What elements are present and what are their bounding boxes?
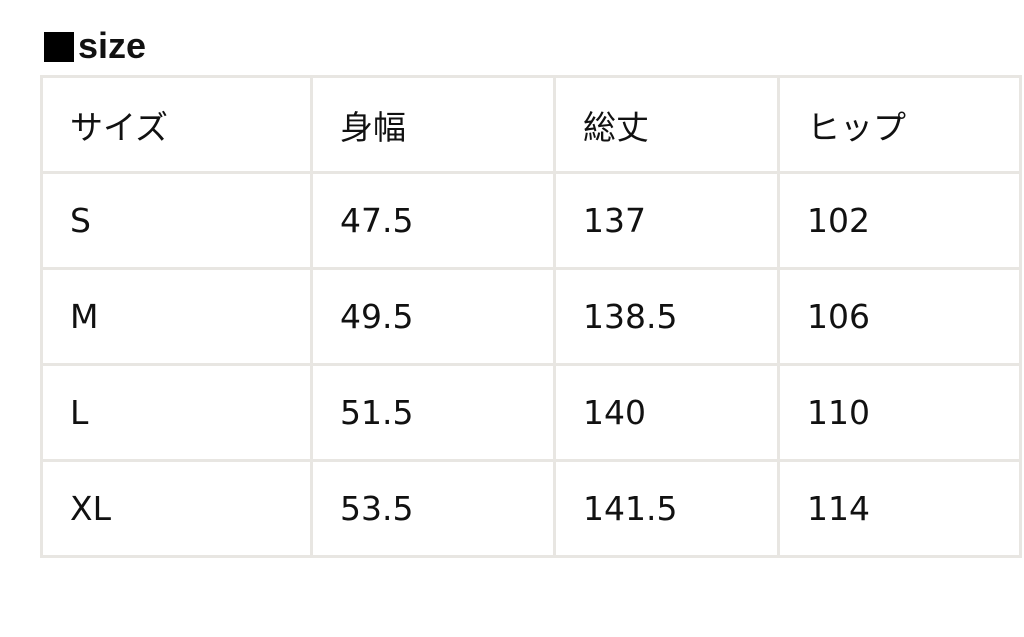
- header-cell: ヒップ: [777, 75, 1022, 174]
- size-table: サイズ 身幅 総丈 ヒップ S 47.5 137 102 M 49.5 138.…: [40, 75, 1022, 558]
- table-cell: 110: [777, 363, 1022, 462]
- table-cell: L: [40, 363, 313, 462]
- table-cell: XL: [40, 459, 313, 558]
- table-cell: M: [40, 267, 313, 366]
- table-row: S 47.5 137 102: [40, 171, 1022, 270]
- table-cell: 53.5: [310, 459, 556, 558]
- table-cell: 138.5: [553, 267, 780, 366]
- table-header-row: サイズ 身幅 総丈 ヒップ: [40, 75, 1022, 174]
- section-title: size: [44, 26, 146, 66]
- table-row: M 49.5 138.5 106: [40, 267, 1022, 366]
- section-title-text: size: [78, 25, 147, 66]
- table-cell: 102: [777, 171, 1022, 270]
- table-cell: 114: [777, 459, 1022, 558]
- header-cell: 総丈: [553, 75, 780, 174]
- table-cell: S: [40, 171, 313, 270]
- table-cell: 51.5: [310, 363, 556, 462]
- header-cell: 身幅: [310, 75, 556, 174]
- table-row: XL 53.5 141.5 114: [40, 459, 1022, 558]
- table-cell: 47.5: [310, 171, 556, 270]
- table-cell: 49.5: [310, 267, 556, 366]
- table-cell: 106: [777, 267, 1022, 366]
- table-cell: 137: [553, 171, 780, 270]
- table-cell: 141.5: [553, 459, 780, 558]
- table-cell: 140: [553, 363, 780, 462]
- table-row: L 51.5 140 110: [40, 363, 1022, 462]
- header-cell: サイズ: [40, 75, 313, 174]
- black-square-icon: [44, 32, 74, 62]
